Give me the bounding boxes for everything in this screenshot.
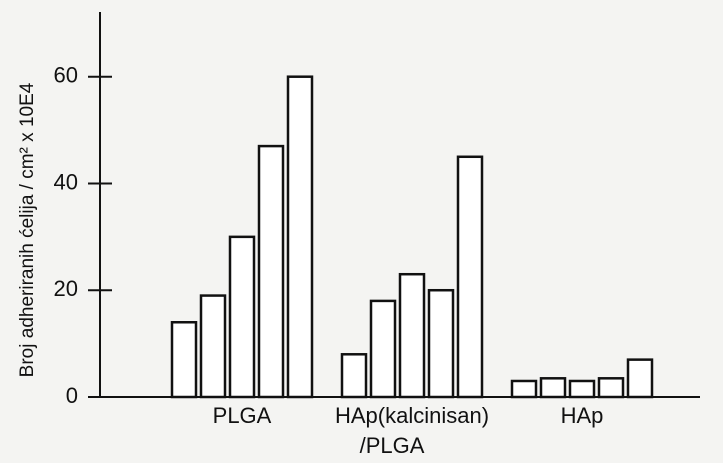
bar [456, 155, 484, 399]
y-tick-label: 20 [54, 276, 78, 301]
bar [199, 294, 227, 399]
x-tick-label: HAp [561, 403, 604, 428]
bar [398, 272, 426, 399]
x-tick-label: /PLGA [360, 433, 425, 458]
bar [286, 75, 314, 399]
bar [427, 288, 455, 399]
y-axis-label: Broj adheriranih ćelija / cm² x 10E4 [17, 82, 38, 377]
bar [369, 299, 397, 399]
bar [228, 235, 256, 399]
bar [170, 321, 198, 399]
bar [568, 379, 596, 399]
x-tick-label: HAp(kalcinisan) [335, 403, 489, 428]
y-tick-label: 0 [66, 383, 78, 408]
y-tick-label: 60 [54, 63, 78, 88]
x-tick-label: PLGA [213, 403, 272, 428]
bar [510, 379, 538, 399]
bar [340, 353, 368, 399]
y-tick-label: 40 [54, 169, 78, 194]
bar [539, 377, 567, 399]
bar [257, 144, 285, 399]
bar [626, 358, 654, 399]
bar [597, 377, 625, 399]
